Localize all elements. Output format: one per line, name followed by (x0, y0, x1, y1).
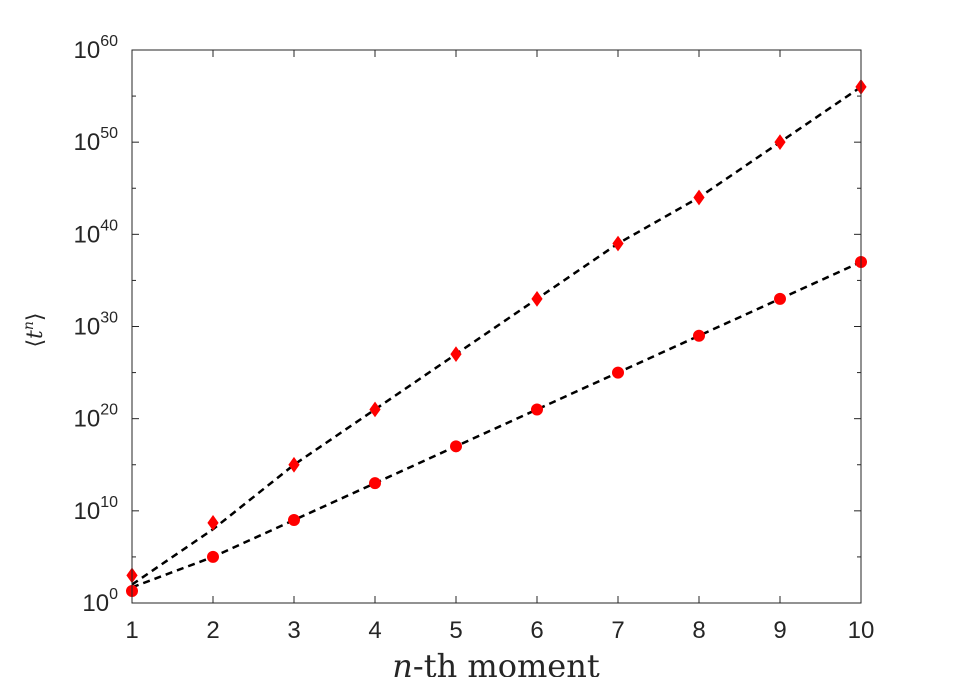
x-tick-label: 2 (206, 617, 219, 644)
diamond-point (612, 235, 624, 252)
y-tick-label-exp: 60 (100, 33, 118, 50)
x-tick-labels: 1 2 3 4 5 6 7 8 9 10 (125, 617, 874, 644)
circle-point (612, 366, 624, 379)
y-tick-label: 1050 (74, 125, 119, 156)
y-tick-label-exp: 0 (109, 586, 118, 603)
y-tick-label-exp: 30 (100, 310, 118, 327)
y-tick-label-base: 10 (74, 129, 101, 156)
markers (126, 79, 867, 598)
circle-point (369, 477, 381, 490)
y-tick-label: 1030 (74, 310, 119, 341)
diamond-point (774, 134, 786, 151)
y-axis-label: ⟨tn⟩ (21, 312, 48, 347)
x-tick-label: 10 (848, 617, 875, 644)
x-tick-label: 6 (530, 617, 543, 644)
y-tick-label-exp: 10 (100, 494, 118, 511)
circle-point (774, 292, 786, 305)
circle-point (288, 514, 300, 527)
x-tick-label: 3 (287, 617, 300, 644)
y-tick-label-base: 10 (82, 590, 109, 617)
y-tick-label-base: 10 (74, 37, 101, 64)
diamond-point (207, 514, 219, 531)
diamond-point (369, 401, 381, 418)
x-axis-label-rest: -th moment (413, 647, 600, 677)
y-tick-label: 1060 (74, 33, 119, 64)
x-tick-label: 4 (368, 617, 381, 644)
plot-frame (131, 49, 862, 604)
diamond-point (450, 346, 462, 363)
x-tick-label: 5 (449, 617, 462, 644)
y-axis-label-open: ⟨ (23, 339, 48, 348)
y-tick-label-exp: 40 (100, 217, 118, 234)
diamond-point (693, 189, 705, 206)
y-tick-label: 1010 (74, 494, 119, 525)
y-tick-label-base: 10 (74, 314, 101, 341)
y-tick-label: 1020 (74, 402, 119, 433)
y-tick-label-exp: 50 (100, 125, 118, 142)
diamond-point (288, 456, 300, 473)
x-tick-label: 1 (125, 617, 138, 644)
x-tick-label: 7 (611, 617, 624, 644)
y-tick-label: 100 (82, 586, 118, 617)
y-tick-label-base: 10 (74, 221, 101, 248)
y-tick-label-base: 10 (74, 498, 101, 525)
circle-point (693, 329, 705, 342)
x-axis-label: n-th moment (392, 647, 600, 677)
fit-lines (131, 85, 862, 589)
circle-point (450, 440, 462, 453)
y-axis-label-close: ⟩ (23, 312, 48, 321)
x-tick-label: 8 (692, 617, 705, 644)
y-axis-label-base: t (23, 330, 48, 339)
y-tick-label-base: 10 (74, 406, 101, 433)
circle-point (531, 403, 543, 416)
circle-point (207, 550, 219, 563)
y-tick-label-exp: 20 (100, 402, 118, 419)
y-axis-label-exp: n (21, 321, 37, 330)
y-tick-label: 1040 (74, 217, 119, 248)
x-axis-label-var: n (392, 647, 413, 677)
diamond-point (531, 290, 543, 307)
fit-line-2 (131, 260, 862, 589)
x-tick-label: 9 (773, 617, 786, 644)
fit-line-1 (131, 85, 862, 586)
